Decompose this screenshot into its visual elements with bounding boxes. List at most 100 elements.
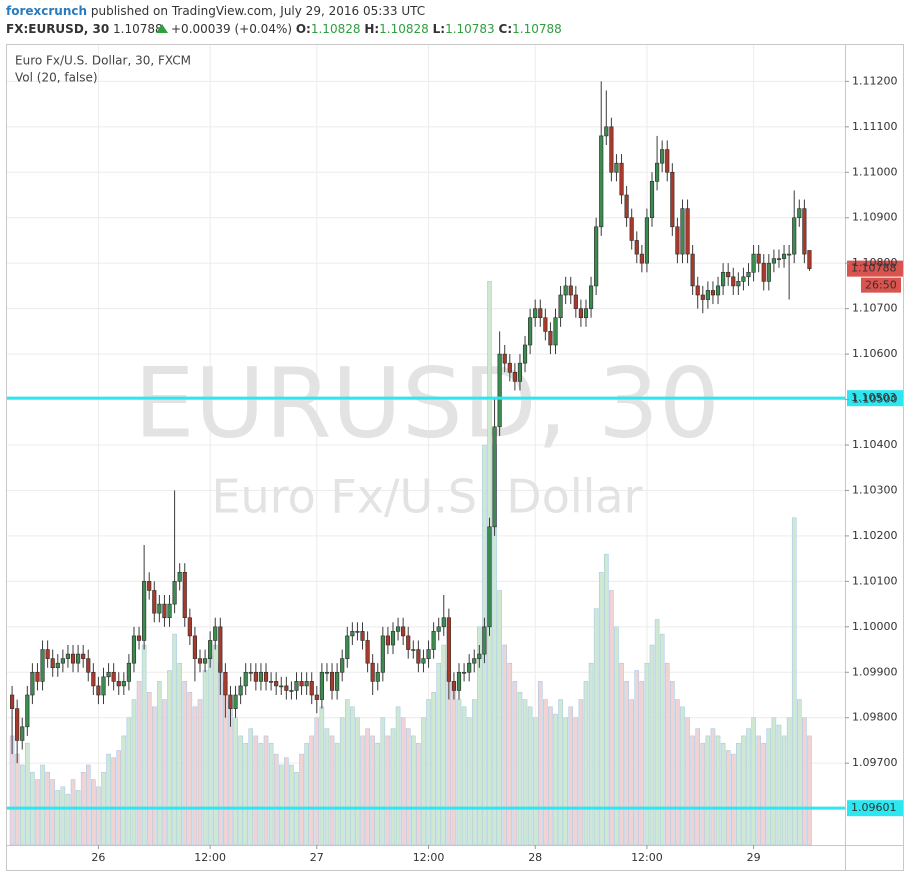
candle-body [304, 681, 309, 687]
candle-body [182, 571, 187, 619]
volume-bar [543, 699, 548, 846]
author: forexcrunch [6, 4, 87, 18]
volume-bar [466, 717, 472, 846]
candle-body [299, 681, 304, 687]
candle-body [340, 658, 345, 673]
symbol: FX:EURUSD, 30 [6, 22, 109, 36]
candle-body [50, 658, 55, 669]
volume-bar [502, 644, 508, 846]
candle-body [533, 308, 538, 319]
candle-body [690, 253, 695, 287]
candle-body [197, 658, 203, 664]
candle-body [223, 671, 228, 696]
candle-body [233, 694, 238, 709]
candle-body [131, 635, 137, 664]
volume-bar [456, 699, 462, 846]
candle-body [776, 258, 782, 260]
y-tick-label: 1.10700 [852, 302, 898, 315]
volume-bar [654, 619, 660, 846]
candle-body [736, 281, 741, 287]
candle-body [96, 685, 101, 696]
candle-body [279, 685, 284, 688]
volume-bar [715, 735, 721, 846]
candle-body [614, 162, 619, 173]
volume-bar [736, 742, 741, 846]
volume-bar [344, 699, 350, 846]
volume-bar [791, 517, 797, 846]
volume-bar [614, 626, 619, 846]
volume-bar [273, 753, 279, 846]
volume-bar [172, 633, 177, 846]
candle-body [451, 681, 457, 691]
volume-bar [339, 717, 345, 846]
candle-body [715, 285, 721, 296]
volume-bar [60, 786, 66, 846]
candle-body [177, 571, 182, 582]
candle-body [269, 681, 274, 683]
candle-body [91, 671, 96, 687]
candle-body [329, 671, 335, 691]
volume-bar [680, 706, 685, 846]
volume-bar [512, 681, 518, 846]
volume-bar [451, 681, 457, 846]
candle-body [289, 690, 294, 692]
y-tick-label: 1.09700 [852, 756, 898, 769]
volume-bar [720, 742, 726, 846]
volume-bar [370, 735, 375, 846]
volume-bar [96, 786, 101, 846]
candle-body [558, 294, 563, 319]
volume-bar [375, 742, 381, 846]
y-tick-label: 1.09900 [852, 665, 898, 678]
y-tick-label: 1.10200 [852, 529, 898, 542]
candle-body [588, 285, 594, 309]
h-label: H: [364, 22, 379, 36]
candle-body [40, 649, 45, 682]
volume-bar [25, 742, 30, 846]
volume-bar [329, 735, 335, 846]
candle-body [634, 240, 639, 255]
o-label: O: [296, 22, 311, 36]
volume-bar [700, 742, 706, 846]
volume-bar [385, 735, 391, 846]
volume-bar [426, 699, 431, 846]
axes: 1.09700 1.09800 1.09900 1.10000 1.10100 1.102… [91, 74, 897, 864]
volume-bar [416, 742, 421, 846]
last-price: 1.10788 [113, 22, 163, 36]
volume-bar [380, 717, 386, 846]
volume-bar [441, 644, 447, 846]
candle-body [624, 194, 629, 219]
candle-body [472, 658, 477, 664]
volume-bar [238, 735, 243, 846]
volume-bar [705, 735, 711, 846]
volume-bar [593, 608, 599, 846]
volume-bar [187, 692, 193, 846]
volume-bar [578, 699, 584, 846]
ohlc-summary: +0.00039 (+0.04%) O:1.10828 H:1.10828 L:… [156, 22, 562, 36]
volume-bar [91, 779, 96, 846]
candle-body [192, 635, 197, 659]
volume-bar [309, 735, 315, 846]
volume-bar [136, 681, 142, 846]
candle-body [746, 271, 751, 278]
volume-bar [146, 692, 152, 846]
volume-bar [583, 681, 589, 846]
candle-body [375, 671, 380, 682]
candle-body [116, 681, 121, 687]
volume-bar [471, 699, 477, 846]
volume-bar [517, 692, 523, 846]
x-tick-label: 28 [528, 851, 542, 864]
volume-bar [558, 699, 563, 846]
y-tick-label: 1.11100 [852, 120, 898, 133]
volume-bar [725, 750, 731, 846]
o-value: 1.10828 [311, 22, 361, 36]
volume-bar [289, 764, 294, 846]
candle-body [700, 294, 705, 300]
ohlc-text: +0.00039 (+0.04%) O:1.10828 H:1.10828 L:… [171, 22, 562, 36]
candle-body [568, 285, 573, 296]
y-tick-label: 1.10000 [852, 620, 898, 633]
volume-bar [436, 662, 441, 846]
volume-bar [461, 706, 467, 846]
volume-bar [177, 662, 182, 846]
y-tick-label: 1.10500 [852, 393, 898, 406]
candle-body [258, 671, 264, 682]
